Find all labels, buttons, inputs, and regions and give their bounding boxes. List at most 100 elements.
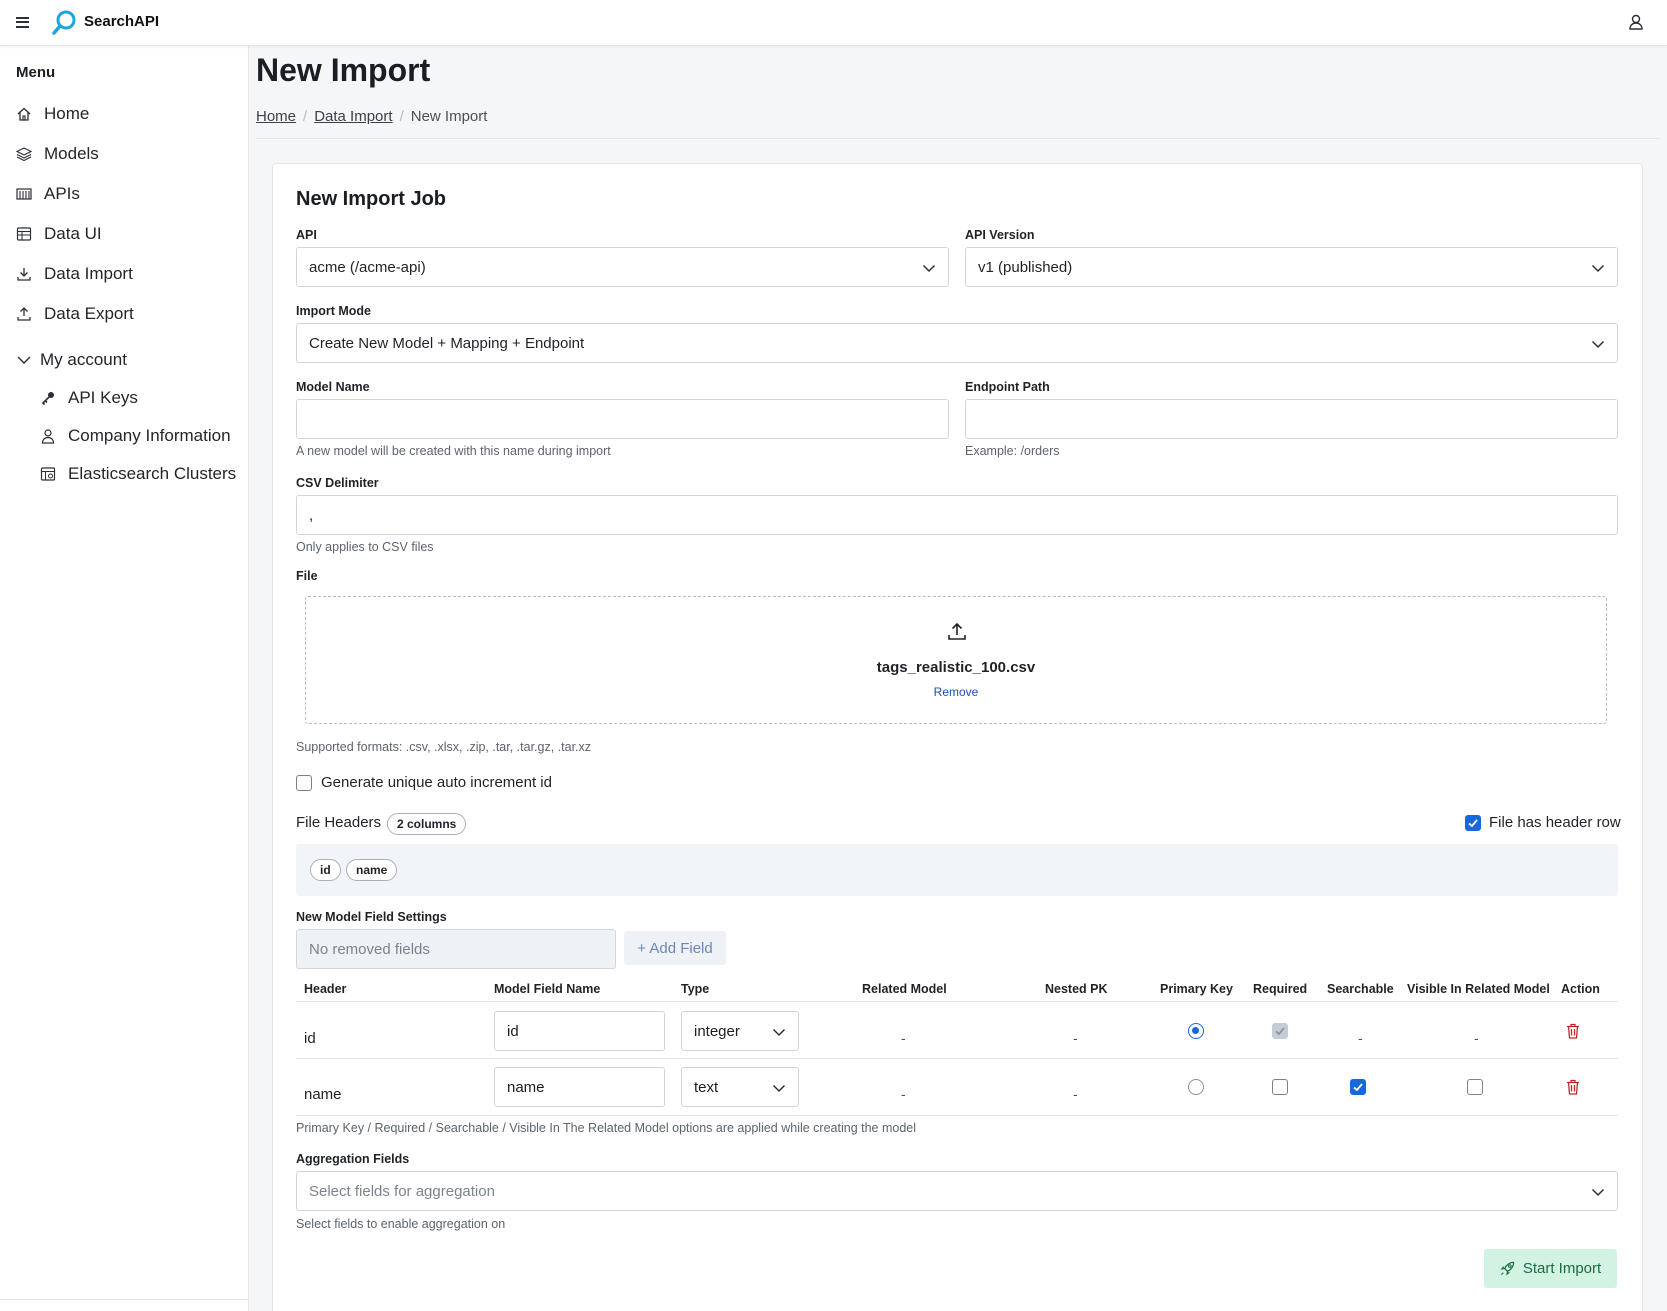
chevron-down-icon: [1591, 1188, 1605, 1197]
primary-key-radio[interactable]: [1188, 1079, 1204, 1095]
aggregation-label: Aggregation Fields: [296, 1152, 410, 1166]
sidebar-item-home[interactable]: Home: [16, 99, 89, 129]
api-icon: [16, 188, 32, 200]
nested-pk-cell: -: [1073, 1086, 1078, 1102]
user-icon: [41, 429, 55, 444]
sidebar-item-label: APIs: [44, 184, 80, 203]
api-select-value: acme (/acme-api): [309, 258, 426, 276]
api-version-select[interactable]: v1 (published): [965, 247, 1618, 287]
api-version-label: API Version: [965, 228, 1035, 242]
csv-delimiter-input[interactable]: ,: [296, 495, 1618, 535]
menu-heading: Menu: [16, 64, 56, 81]
key-icon: [41, 392, 54, 406]
uploaded-file-name: tags_realistic_100.csv: [876, 659, 1036, 676]
sidebar-item-data-export[interactable]: Data Export: [16, 299, 134, 329]
sidebar-item-api-keys[interactable]: API Keys: [40, 383, 138, 413]
header-chip: name: [346, 859, 398, 881]
table-divider: [296, 1058, 1618, 1059]
aggregation-help: Select fields to enable aggregation on: [296, 1217, 506, 1231]
sidebar-my-account-toggle[interactable]: My account: [16, 345, 127, 375]
endpoint-path-label: Endpoint Path: [965, 380, 1050, 394]
sidebar-item-elasticsearch-clusters[interactable]: Elasticsearch Clusters: [40, 459, 236, 489]
breadcrumb-data-import-link[interactable]: Data Import: [314, 108, 393, 125]
model-name-help: A new model will be created with this na…: [296, 444, 611, 458]
row-header-cell: name: [304, 1086, 342, 1103]
download-icon: [17, 268, 31, 281]
column-header-required: Required: [1253, 982, 1308, 996]
nested-pk-cell: -: [1073, 1030, 1078, 1046]
upload-icon: [17, 307, 31, 321]
chevron-down-icon: [1591, 264, 1605, 273]
sidebar-item-models[interactable]: Models: [16, 139, 99, 169]
column-header-searchable: Searchable: [1327, 982, 1394, 996]
aggregation-select[interactable]: Select fields for aggregation: [296, 1171, 1618, 1211]
primary-key-radio[interactable]: [1188, 1023, 1204, 1039]
start-import-button[interactable]: Start Import: [1484, 1249, 1617, 1288]
user-profile-icon[interactable]: [1627, 13, 1645, 31]
breadcrumb-home-link[interactable]: Home: [256, 108, 297, 125]
sidebar-item-data-ui[interactable]: Data UI: [16, 219, 102, 249]
type-select-value: text: [694, 1078, 719, 1096]
file-dropzone[interactable]: tags_realistic_100.csv Remove: [305, 596, 1607, 724]
model-field-name-input[interactable]: name: [494, 1067, 665, 1107]
page-title: New Import: [256, 52, 431, 88]
sidebar-item-label: Elasticsearch Clusters: [68, 464, 237, 483]
removed-fields-select[interactable]: No removed fields: [296, 929, 616, 969]
auto-increment-checkbox[interactable]: [296, 775, 312, 791]
sidebar-item-apis[interactable]: APIs: [16, 179, 80, 209]
import-mode-label: Import Mode: [296, 304, 371, 318]
file-label: File: [296, 569, 318, 583]
file-headers-label: File Headers: [296, 814, 382, 831]
sidebar-item-label: Data Export: [44, 304, 134, 323]
header-row-checkbox[interactable]: [1465, 815, 1481, 831]
table-divider: [296, 1115, 1618, 1116]
model-name-input[interactable]: [296, 399, 949, 439]
visible-related-checkbox[interactable]: [1467, 1079, 1483, 1095]
endpoint-path-help: Example: /orders: [965, 444, 1060, 458]
sidebar-item-company-information[interactable]: Company Information: [40, 421, 231, 451]
api-select[interactable]: acme (/acme-api): [296, 247, 949, 287]
sidebar-item-label: Data Import: [44, 264, 133, 283]
checkmark-icon: [1468, 819, 1478, 828]
sidebar-item-label: My account: [40, 350, 127, 369]
delete-trash-icon[interactable]: [1566, 1023, 1580, 1039]
column-header-primary-key: Primary Key: [1160, 982, 1233, 996]
header-divider: [256, 138, 1660, 139]
row-header-cell: id: [304, 1030, 316, 1047]
model-field-name-input[interactable]: id: [494, 1011, 665, 1051]
breadcrumb-separator: /: [399, 108, 404, 125]
type-select[interactable]: text: [681, 1067, 799, 1107]
layers-icon: [16, 147, 32, 162]
add-field-button[interactable]: + Add Field: [624, 931, 726, 965]
chevron-down-icon: [922, 264, 936, 273]
remove-file-link[interactable]: Remove: [933, 685, 979, 699]
column-header-type: Type: [681, 982, 710, 996]
card-title: New Import Job: [296, 188, 447, 210]
chevron-down-icon: [772, 1084, 786, 1093]
csv-delimiter-help: Only applies to CSV files: [296, 540, 434, 554]
required-checkbox[interactable]: [1272, 1079, 1288, 1095]
chevron-down-icon: [772, 1028, 786, 1037]
sidebar-item-label: API Keys: [68, 388, 138, 407]
searchable-checkbox[interactable]: [1350, 1079, 1366, 1095]
app-name[interactable]: SearchAPI: [84, 13, 160, 30]
api-label: API: [296, 228, 317, 242]
checkmark-icon: [1275, 1027, 1285, 1036]
sidebar-item-label: Data UI: [44, 224, 102, 243]
sidebar: Menu Home Models APIs Data UI Data Impor…: [0, 46, 249, 1311]
import-mode-select[interactable]: Create New Model + Mapping + Endpoint: [296, 323, 1618, 363]
chevron-down-icon: [17, 356, 31, 364]
column-header-related-model: Related Model: [862, 982, 947, 996]
visible-related-cell: -: [1474, 1030, 1479, 1046]
delete-trash-icon[interactable]: [1566, 1079, 1580, 1095]
type-select[interactable]: integer: [681, 1011, 799, 1051]
api-version-select-value: v1 (published): [978, 258, 1073, 276]
hamburger-menu-icon[interactable]: [16, 14, 32, 30]
sidebar-item-label: Company Information: [68, 426, 231, 445]
sidebar-item-data-import[interactable]: Data Import: [16, 259, 133, 289]
cluster-icon: [40, 467, 56, 481]
upload-icon: [948, 622, 966, 640]
sidebar-divider: [0, 1299, 249, 1300]
breadcrumb-separator: /: [303, 108, 308, 125]
endpoint-path-input[interactable]: [965, 399, 1618, 439]
